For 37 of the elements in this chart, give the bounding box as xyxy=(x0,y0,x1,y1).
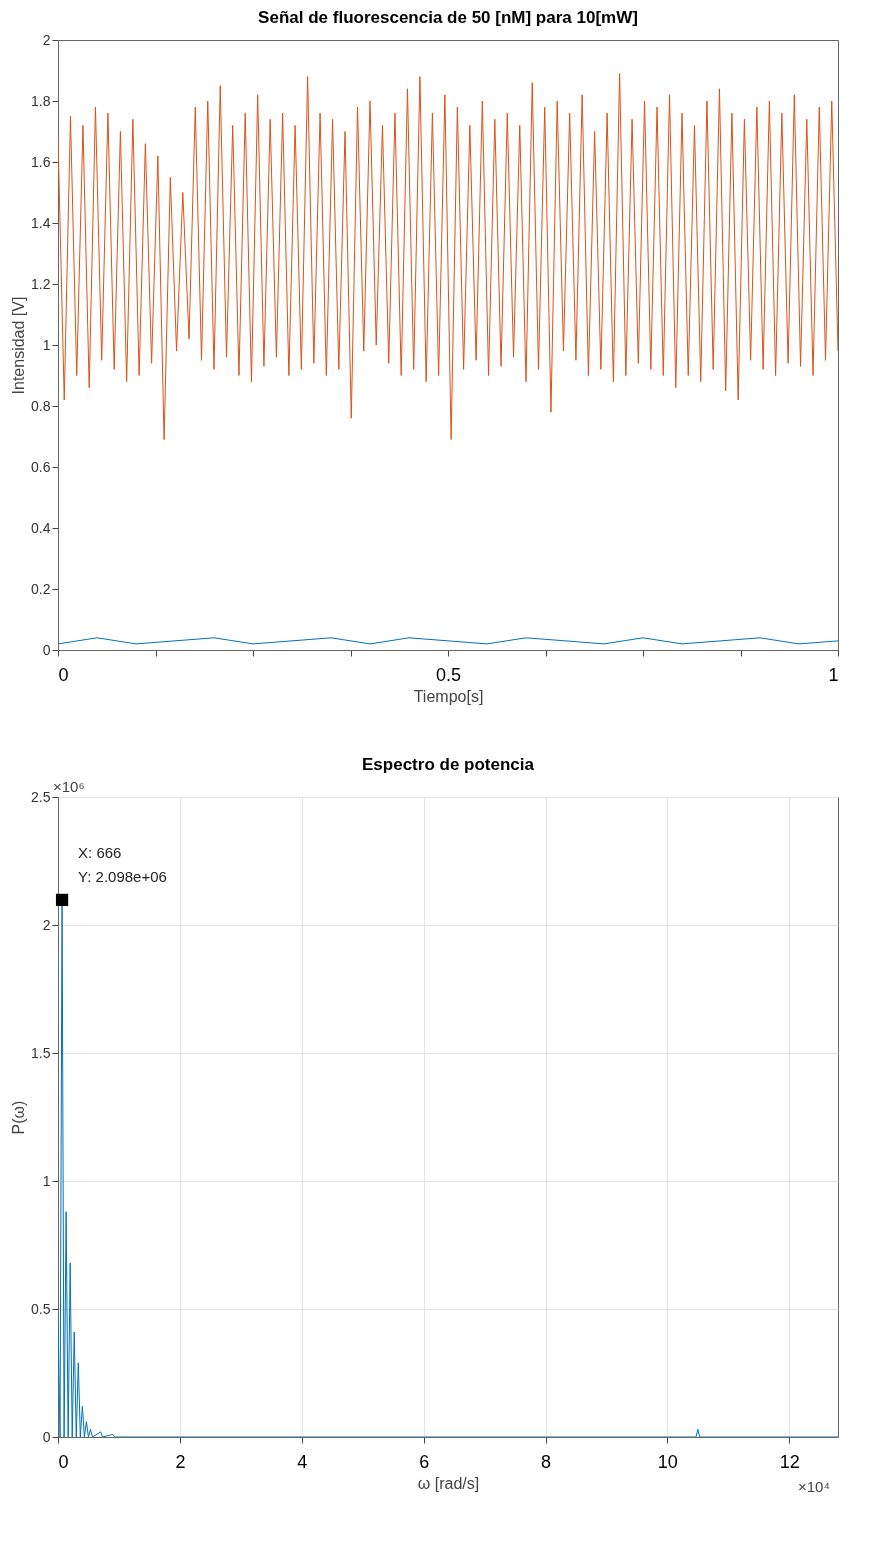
y-tick-label: 1.8 xyxy=(31,92,51,109)
y-axis-title: P(ω) xyxy=(10,1100,28,1135)
x-tick-label: 4 xyxy=(297,1451,308,1472)
x-tick-label: 6 xyxy=(419,1451,430,1472)
annotation: X: 666 Y: 2.098e+06 xyxy=(78,843,167,885)
x-tick-label: 0 xyxy=(58,664,69,685)
y-tick-label: 0.5 xyxy=(31,1300,51,1317)
y-tick-label: 1.2 xyxy=(31,275,51,292)
y-tick-label: 0.2 xyxy=(31,580,51,597)
y-axis-title: Intensidad [V] xyxy=(10,296,28,395)
x-tick-label: 10 xyxy=(657,1451,678,1472)
x-tick-label: 1 xyxy=(828,664,839,685)
chart-title: Espectro de potencia xyxy=(362,755,535,774)
x-tick-label: 0 xyxy=(58,1451,69,1472)
y-tick-label: 1.6 xyxy=(31,153,51,170)
y-tick-label: 0 xyxy=(42,1428,51,1445)
chart-title: Señal de fluorescencia de 50 [nM] para 10[mW] xyxy=(258,8,638,27)
y-tick-label: 2 xyxy=(42,31,51,48)
y-tick-label: 1 xyxy=(42,336,51,353)
x-tick-label: 12 xyxy=(779,1451,800,1472)
x-tick-label: 2 xyxy=(175,1451,186,1472)
line-series xyxy=(58,73,838,441)
x-axis-title: Tiempo[s] xyxy=(413,687,484,705)
x-axis-title: ω [rad/s] xyxy=(417,1474,480,1492)
y-tick-label: 1.5 xyxy=(31,1044,51,1061)
y-tick-label: 1 xyxy=(42,1172,51,1189)
x-tick-label: 0.5 xyxy=(435,664,462,685)
text: ×10⁶ xyxy=(53,778,85,795)
y-tick-label: 0.8 xyxy=(31,397,51,414)
y-tick-label: 1.4 xyxy=(31,214,51,231)
y-tick-label: 2 xyxy=(42,916,51,933)
y-tick-label: 0 xyxy=(42,641,51,658)
text: ×10⁴ xyxy=(798,1478,830,1495)
y-tick-label: 0.6 xyxy=(31,458,51,475)
x-tick-label: 8 xyxy=(540,1451,552,1472)
y-tick-label: 2.5 xyxy=(31,788,51,805)
y-tick-label: 0.4 xyxy=(31,519,51,536)
